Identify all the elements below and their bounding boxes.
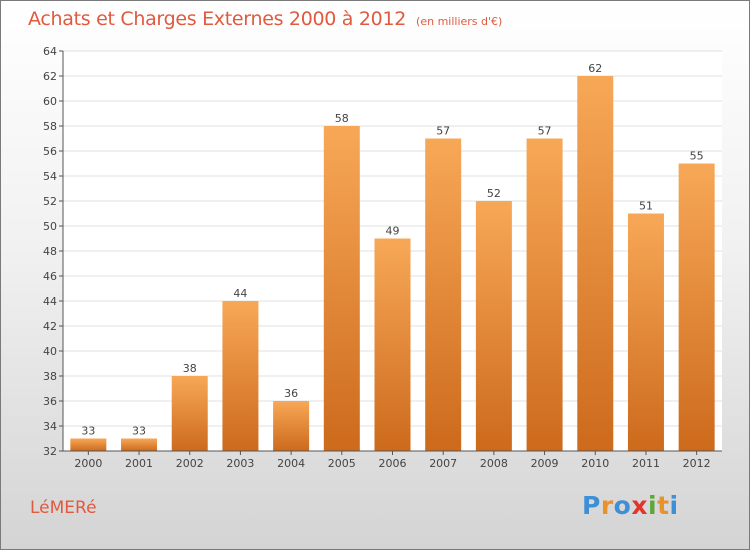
y-tick-label: 60 (43, 95, 57, 108)
logo-letter: i (648, 491, 658, 520)
x-tick-label: 2000 (74, 457, 102, 470)
y-tick-label: 58 (43, 120, 57, 133)
x-tick-label: 2009 (531, 457, 559, 470)
data-label: 57 (538, 125, 552, 138)
data-label: 49 (386, 225, 400, 238)
logo-letter: o (613, 491, 632, 520)
x-tick-label: 2006 (379, 457, 407, 470)
y-tick-label: 44 (43, 295, 57, 308)
x-tick-label: 2005 (328, 457, 356, 470)
data-label: 62 (588, 62, 602, 75)
y-tick-label: 52 (43, 195, 57, 208)
y-tick-label: 50 (43, 220, 57, 233)
data-label: 55 (690, 150, 704, 163)
data-label: 58 (335, 112, 349, 125)
bar (526, 138, 563, 451)
y-tick-label: 48 (43, 245, 57, 258)
y-tick-label: 40 (43, 345, 57, 358)
bar (222, 301, 259, 451)
y-tick-label: 62 (43, 70, 57, 83)
data-label: 52 (487, 187, 501, 200)
bar (70, 438, 107, 451)
logo-letter: t (657, 491, 670, 520)
y-tick-label: 64 (43, 45, 57, 58)
x-tick-label: 2003 (226, 457, 254, 470)
x-tick-label: 2001 (125, 457, 153, 470)
data-label: 51 (639, 200, 653, 213)
logo-letter: x (631, 491, 648, 520)
logo-letter: r (600, 491, 614, 520)
bar (577, 76, 614, 451)
bar (374, 238, 411, 451)
x-tick-label: 2012 (683, 457, 711, 470)
y-tick-label: 34 (43, 420, 57, 433)
axes: 32 34 36 38 40 42 44 46 48 50 52 54 56 58 60 62 64 2000 20… (43, 45, 722, 470)
bar (121, 438, 158, 451)
y-tick-label: 36 (43, 395, 57, 408)
x-tick-label: 2007 (429, 457, 457, 470)
x-tick-label: 2002 (176, 457, 204, 470)
logo-letter: P (582, 491, 601, 520)
bar (425, 138, 462, 451)
y-tick-label: 38 (43, 370, 57, 383)
y-tick-label: 32 (43, 445, 57, 458)
proxiti-logo: Proxiti (582, 491, 679, 520)
commune-name: LéMERé (30, 498, 97, 518)
x-tick-label: 2010 (581, 457, 609, 470)
chart-title-text: Achats et Charges Externes 2000 à 2012 (28, 8, 407, 30)
bar (678, 163, 715, 451)
bar (475, 201, 512, 451)
y-tick-label: 54 (43, 170, 57, 183)
y-tick-label: 46 (43, 270, 57, 283)
chart-title: Achats et Charges Externes 2000 à 2012 (e… (28, 8, 502, 30)
data-label: 33 (81, 425, 95, 438)
bar (627, 213, 664, 451)
data-label: 36 (284, 387, 298, 400)
bar (273, 401, 310, 451)
data-labels: 33 33 38 44 36 58 49 57 52 57 62 51 55 (81, 62, 703, 438)
bars (70, 76, 715, 451)
data-label: 33 (132, 425, 146, 438)
chart-unit: (en milliers d'€) (416, 15, 503, 28)
logo-letter: i (669, 491, 679, 520)
data-label: 44 (233, 287, 247, 300)
y-tick-label: 56 (43, 145, 57, 158)
bar (171, 376, 208, 451)
x-tick-label: 2011 (632, 457, 660, 470)
bar (323, 126, 360, 451)
data-label: 38 (183, 362, 197, 375)
y-tick-label: 42 (43, 320, 57, 333)
data-label: 57 (436, 125, 450, 138)
x-tick-label: 2004 (277, 457, 305, 470)
x-tick-label: 2008 (480, 457, 508, 470)
